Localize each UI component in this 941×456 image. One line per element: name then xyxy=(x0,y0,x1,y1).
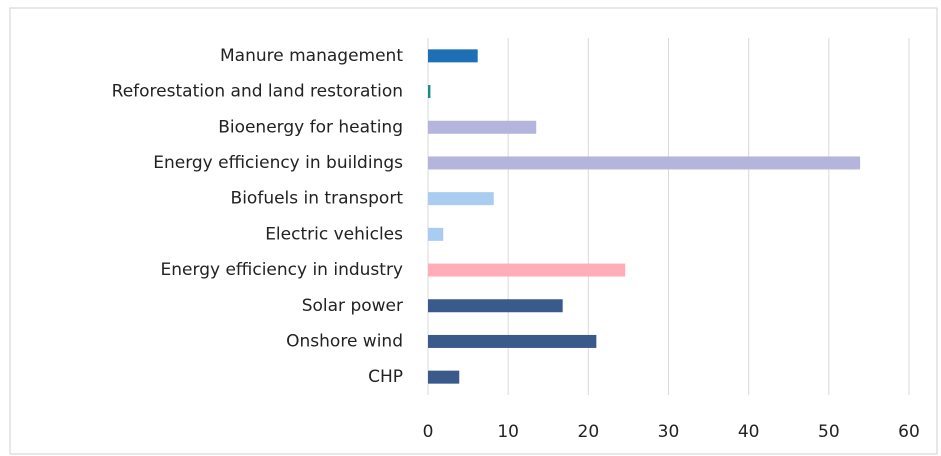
x-tick-label: 60 xyxy=(898,422,920,442)
y-tick-label: Reforestation and land restoration xyxy=(112,82,403,102)
bar xyxy=(428,156,861,170)
bar xyxy=(428,120,537,134)
x-tick-label: 30 xyxy=(658,422,680,442)
bar xyxy=(428,192,494,206)
bar xyxy=(428,370,460,384)
x-tick-label: 10 xyxy=(497,422,519,442)
x-tick-label: 0 xyxy=(423,422,434,442)
bar xyxy=(428,334,597,348)
bar xyxy=(428,263,626,277)
bar xyxy=(428,85,431,99)
y-tick-label: Energy efficiency in buildings xyxy=(153,153,403,173)
x-tick-label: 20 xyxy=(578,422,600,442)
y-tick-label: Bioenergy for heating xyxy=(218,117,403,137)
y-tick-label: Electric vehicles xyxy=(265,224,403,244)
bar xyxy=(428,299,563,313)
x-tick-label: 50 xyxy=(818,422,840,442)
y-tick-label: Solar power xyxy=(302,296,403,316)
chart-frame xyxy=(9,7,938,455)
y-tick-label: CHP xyxy=(368,367,403,387)
y-tick-label: Energy efficiency in industry xyxy=(161,260,403,280)
bar xyxy=(428,49,478,63)
y-tick-label: Onshore wind xyxy=(286,331,403,351)
bar xyxy=(428,227,444,241)
y-tick-label: Manure management xyxy=(220,46,403,66)
x-tick-label: 40 xyxy=(738,422,760,442)
y-tick-label: Biofuels in transport xyxy=(231,189,404,209)
